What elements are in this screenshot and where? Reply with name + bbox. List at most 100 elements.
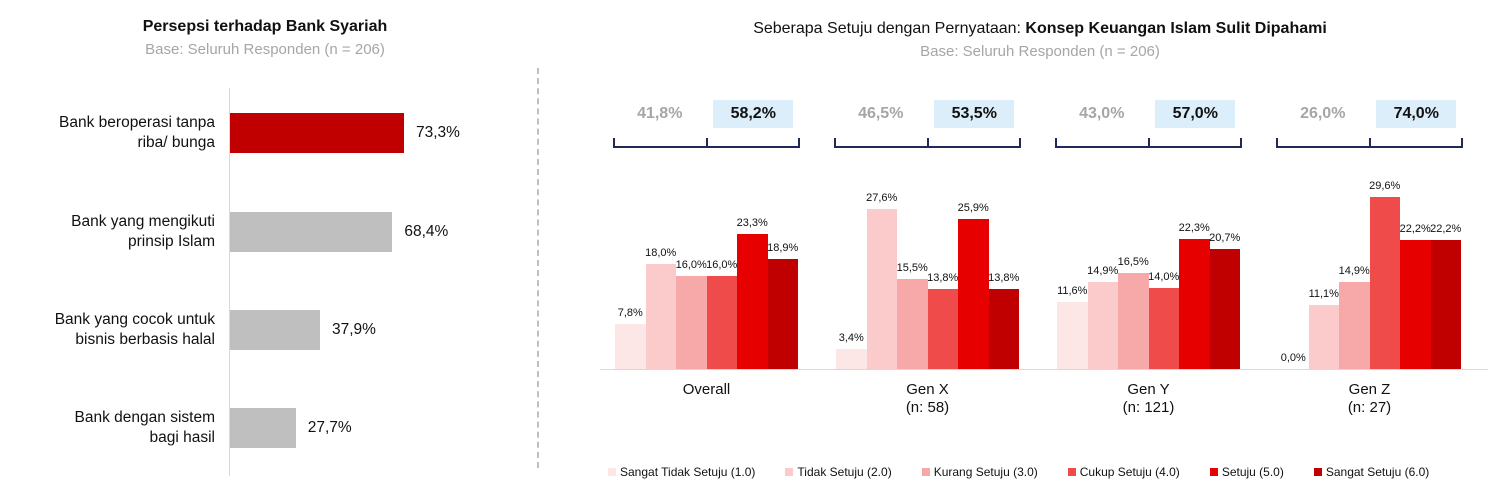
- right-chart-bar: [1209, 248, 1240, 369]
- left-chart-bar: [230, 408, 296, 448]
- right-chart-bracket-disagree: [834, 136, 928, 148]
- right-chart-summary-agree: 58,2%: [713, 100, 794, 128]
- right-chart-bar: [988, 288, 1019, 369]
- legend-swatch: [1209, 468, 1218, 476]
- right-chart-group-sublabel: (n: 121): [1122, 399, 1175, 416]
- right-chart-bracket-tick: [1240, 138, 1242, 148]
- right-chart-bracket-agree: [927, 136, 1021, 148]
- right-chart-summary-agree: 74,0%: [1376, 100, 1457, 128]
- right-chart-bracket-agree: [1369, 136, 1463, 148]
- right-chart-data-label: 11,6%: [1057, 284, 1088, 297]
- right-chart-bracket-disagree: [1276, 136, 1370, 148]
- legend-swatch: [608, 468, 616, 476]
- right-chart-group-name: Gen Z: [1348, 381, 1391, 398]
- left-chart-category-line: prinsip Islam: [128, 233, 215, 250]
- left-chart-category-label: Bank beroperasi tanpa riba/ bunga: [0, 113, 215, 153]
- right-chart-data-label: 16,0%: [706, 259, 738, 272]
- left-chart-category-line: Bank yang mengikuti: [71, 213, 215, 230]
- right-chart-title-bold: Konsep Keuangan Islam Sulit Dipahami: [1025, 20, 1327, 37]
- right-chart-bar: [866, 208, 897, 369]
- right-chart-bar: [767, 259, 798, 369]
- left-chart-category-line: bisnis berbasis halal: [75, 331, 215, 348]
- left-chart-category-line: Bank yang cocok untuk: [54, 311, 215, 328]
- left-chart-category-line: Bank dengan sistem: [74, 409, 215, 426]
- legend-item: Kurang Setuju (3.0): [921, 465, 1038, 479]
- right-chart-data-label: 16,5%: [1117, 256, 1149, 269]
- panel-divider: [537, 68, 539, 468]
- right-chart-group-sublabel: (n: 58): [905, 399, 950, 416]
- right-chart-bar: [706, 276, 737, 369]
- left-chart-value-label: 27,7%: [307, 419, 352, 436]
- right-chart-data-label: 22,2%: [1399, 223, 1431, 235]
- left-chart-category-label: Bank dengan sistem bagi hasil: [0, 408, 215, 448]
- right-chart-data-label: 22,2%: [1430, 223, 1462, 235]
- left-chart-title: Persepsi terhadap Bank Syariah: [142, 18, 388, 35]
- right-chart-data-label: 0,0%: [1280, 352, 1306, 364]
- left-chart-category-line: Bank beroperasi tanpa: [59, 114, 215, 131]
- right-chart-bar: [1400, 240, 1431, 369]
- right-chart-bracket-tick: [1276, 138, 1278, 148]
- left-chart-category-line: bagi hasil: [149, 429, 216, 446]
- right-chart-bracket-tick: [1368, 138, 1371, 148]
- left-chart-bar: [230, 113, 404, 153]
- legend-label: Tidak Setuju (2.0): [797, 465, 892, 479]
- right-chart-data-label: 13,8%: [927, 271, 959, 284]
- legend-item: Tidak Setuju (2.0): [785, 465, 892, 479]
- left-chart-value-label: 68,4%: [404, 223, 449, 240]
- legend-item: Sangat Setuju (6.0): [1313, 465, 1429, 479]
- right-chart-bar: [927, 288, 958, 369]
- right-chart-data-label: 18,9%: [767, 242, 799, 255]
- right-chart-data-label: 23,3%: [736, 216, 768, 229]
- right-chart-bracket-disagree: [613, 136, 707, 148]
- right-chart-subtitle: Base: Seluruh Responden (n = 206): [920, 43, 1160, 60]
- right-chart-group-label: Gen Y (n: 121): [1039, 381, 1259, 417]
- right-chart-bracket-tick: [613, 138, 615, 148]
- right-chart-bracket-tick: [1461, 138, 1463, 148]
- right-chart-bar: [836, 349, 867, 369]
- legend-swatch: [1067, 468, 1076, 476]
- left-chart-value-label: 73,3%: [416, 124, 460, 141]
- left-chart-bar: [230, 310, 320, 350]
- right-chart-title: Seberapa Setuju dengan Pernyataan: Konse…: [590, 20, 1490, 38]
- left-chart-value-label: 37,9%: [331, 321, 376, 338]
- right-chart-data-label: 29,6%: [1369, 180, 1401, 192]
- legend-swatch: [785, 468, 794, 476]
- right-chart-summary-disagree: 41,8%: [637, 105, 683, 122]
- right-chart-data-label: 13,8%: [988, 271, 1020, 284]
- right-chart-title-prefix: Seberapa Setuju dengan Pernyataan:: [753, 20, 1026, 37]
- right-chart-data-label: 25,9%: [957, 201, 989, 214]
- right-chart-bracket-agree: [706, 136, 800, 148]
- right-chart-bar: [1118, 273, 1149, 369]
- right-chart-summary-disagree: 26,0%: [1300, 105, 1346, 122]
- right-chart-bar: [1087, 282, 1118, 369]
- left-chart-category-line: riba/ bunga: [137, 134, 215, 151]
- right-chart-group-label: Overall: [597, 381, 817, 399]
- right-chart-bracket-disagree: [1055, 136, 1149, 148]
- right-chart-summary-agree: 53,5%: [934, 100, 1015, 128]
- legend-label: Kurang Setuju (3.0): [933, 465, 1038, 479]
- right-chart-data-label: 14,9%: [1087, 265, 1119, 278]
- right-chart-bar: [1148, 287, 1179, 369]
- right-chart-bar: [1369, 197, 1400, 369]
- right-chart-bar: [1308, 304, 1339, 369]
- right-chart-bracket-agree: [1148, 136, 1242, 148]
- right-chart-group-name: Overall: [682, 381, 731, 398]
- left-chart-axis: [229, 88, 230, 476]
- right-chart-bracket-tick: [834, 138, 836, 148]
- right-chart-data-label: 18,0%: [645, 247, 677, 260]
- legend-swatch: [1313, 468, 1322, 476]
- legend-item: Setuju (5.0): [1209, 465, 1284, 479]
- legend-item: Cukup Setuju (4.0): [1067, 465, 1180, 479]
- legend-label: Setuju (5.0): [1221, 465, 1284, 479]
- right-chart-group-sublabel: (n: 27): [1347, 399, 1392, 416]
- legend-item: Sangat Tidak Setuju (1.0): [608, 465, 755, 479]
- right-chart-data-label: 22,3%: [1178, 222, 1210, 235]
- right-chart-bracket-tick: [705, 138, 708, 148]
- right-chart-bar: [1430, 240, 1461, 369]
- left-chart-bar: [230, 212, 393, 252]
- right-chart-bar: [737, 233, 768, 369]
- right-chart-group-name: Gen X: [906, 381, 949, 398]
- right-chart-data-label: 3,4%: [838, 332, 864, 345]
- left-chart-subtitle: Base: Seluruh Responden (n = 206): [145, 41, 385, 58]
- right-chart-bar: [897, 278, 928, 369]
